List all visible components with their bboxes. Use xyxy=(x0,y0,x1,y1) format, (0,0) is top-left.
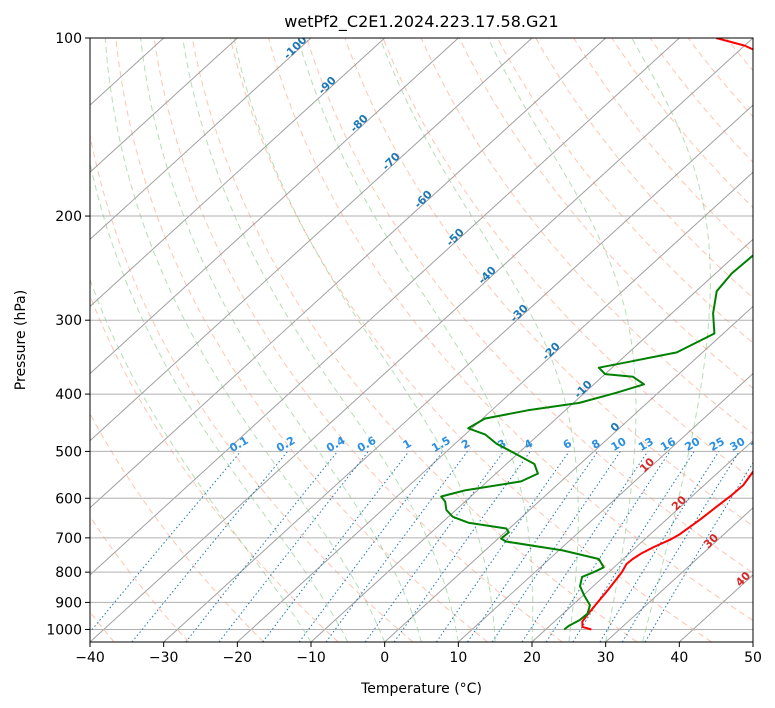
moist-adiabat xyxy=(631,38,711,642)
isotherm xyxy=(90,38,386,308)
isotherm xyxy=(163,104,753,642)
dry-adiabat xyxy=(535,38,753,299)
profile-series xyxy=(440,38,753,631)
x-axis-label: Temperature (°C) xyxy=(360,681,482,697)
x-tick-label: 10 xyxy=(449,650,467,666)
dry-adiabat xyxy=(306,38,753,574)
x-tick-label: −10 xyxy=(296,650,326,666)
x-tick-label: 0 xyxy=(380,650,389,666)
y-tick-label: 600 xyxy=(55,491,82,507)
mixing-ratio-line xyxy=(131,451,288,642)
y-tick-label: 400 xyxy=(55,387,82,403)
chart-title: wetPf2_C2E1.2024.223.17.58.G21 xyxy=(284,12,558,32)
isotherm xyxy=(90,38,459,375)
moist-adiabat xyxy=(182,38,459,642)
x-tick-label: −30 xyxy=(149,650,179,666)
x-tick-label: 40 xyxy=(670,650,688,666)
mixing-ratio-line xyxy=(621,451,740,642)
x-tick-label: 50 xyxy=(744,650,762,666)
dry-adiabat xyxy=(458,38,753,389)
mixing-ratio-line xyxy=(185,451,338,642)
y-tick-label: 800 xyxy=(55,565,82,581)
isotherm xyxy=(90,38,607,509)
mixing-ratio-line xyxy=(545,451,671,642)
dry-adiabat xyxy=(90,132,414,642)
mixing-ratio-line xyxy=(90,451,242,633)
isotherm xyxy=(384,305,753,642)
moist-adiabat xyxy=(297,38,534,642)
y-tick-label: 900 xyxy=(55,595,82,611)
y-axis-label: Pressure (hPa) xyxy=(13,290,29,390)
mixing-ratio-line xyxy=(393,451,531,642)
y-tick-label: 500 xyxy=(55,444,82,460)
dry-adiabat xyxy=(344,38,753,527)
isotherm xyxy=(90,38,312,241)
mixing-ratio-line xyxy=(467,451,599,642)
isotherm xyxy=(236,171,753,642)
dry-adiabat xyxy=(90,412,264,642)
dry-adiabat xyxy=(153,38,563,642)
isotherm xyxy=(90,38,238,173)
moist-adiabat xyxy=(104,38,386,642)
isotherms xyxy=(90,38,753,642)
mixing-ratio-line xyxy=(325,451,468,642)
mixing-ratio-lines xyxy=(90,451,753,642)
x-tick-label: 20 xyxy=(523,650,541,666)
mixing-ratio-line xyxy=(435,451,570,642)
isotherm xyxy=(90,38,680,576)
mixing-ratio-line xyxy=(572,451,695,642)
dry-adiabat xyxy=(573,38,753,254)
isotherm xyxy=(531,439,753,642)
dewpoint-profile xyxy=(440,253,753,631)
mixing-ratio-line xyxy=(599,451,720,642)
plot-frame xyxy=(89,37,754,643)
plot-area: 0.10.20.40.611.52346810131620253036 -100… xyxy=(90,38,768,642)
temperature-profile xyxy=(581,38,753,631)
mixing-ratio-line xyxy=(262,451,410,642)
x-tick-label: 30 xyxy=(597,650,615,666)
isotherm xyxy=(310,238,753,642)
dry-adiabat xyxy=(649,38,753,163)
y-tick-label: 300 xyxy=(55,313,82,329)
dry-adiabat xyxy=(115,38,488,642)
dry-adiabat xyxy=(420,38,753,435)
y-axis-ticks: 100 200 300 400 500 600 700 800 900 1000 xyxy=(46,31,90,638)
x-tick-label: −20 xyxy=(223,650,253,666)
moist-adiabat xyxy=(90,160,349,642)
dry-adiabat xyxy=(496,38,753,344)
x-axis-ticks: −40 −30 −20 −10 0 10 20 30 40 50 xyxy=(75,642,762,666)
mixing-ratio-line xyxy=(298,451,444,642)
isotherm xyxy=(90,38,753,642)
moist-adiabat xyxy=(379,38,579,642)
y-tick-label: 100 xyxy=(55,31,82,47)
mixing-ratio-line xyxy=(521,451,649,642)
y-tick-label: 700 xyxy=(55,531,82,547)
mixing-ratio-label: 36 xyxy=(748,435,768,454)
y-tick-label: 200 xyxy=(55,209,82,225)
isotherm xyxy=(605,507,753,642)
dry-adiabat xyxy=(229,38,712,642)
isotherm xyxy=(457,372,753,642)
dry-adiabat xyxy=(90,294,339,642)
y-tick-label: 1000 xyxy=(46,622,82,638)
moist-adiabat xyxy=(487,38,637,642)
moist-adiabat xyxy=(233,38,496,642)
moist-adiabats xyxy=(90,38,711,642)
mixing-ratio-line xyxy=(491,451,621,642)
moist-adiabat xyxy=(140,38,422,642)
isotherm xyxy=(90,38,533,442)
mixing-ratio-line xyxy=(364,451,505,642)
x-tick-label: −40 xyxy=(75,650,105,666)
